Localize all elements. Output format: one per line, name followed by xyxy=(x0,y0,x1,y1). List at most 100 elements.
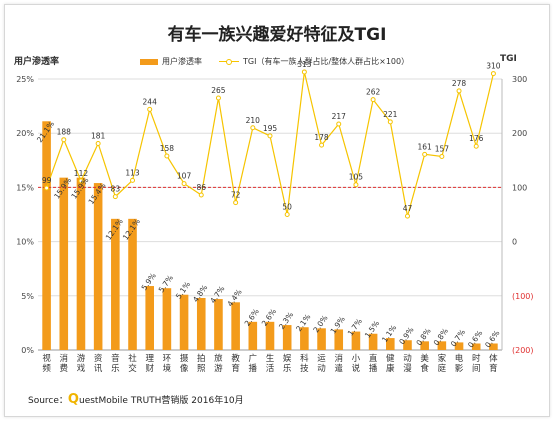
legend-line-label: TGI（有车一族人群占比/整体人群占比×100） xyxy=(243,57,410,66)
bar xyxy=(248,321,258,350)
questmobile-logo-q: Q xyxy=(67,392,79,407)
bar xyxy=(93,183,103,350)
bar-data-label: 0.8% xyxy=(432,327,450,348)
bar xyxy=(162,288,172,350)
tgi-data-label: 105 xyxy=(349,173,364,182)
tgi-data-label: 158 xyxy=(160,144,175,153)
tgi-point xyxy=(456,88,462,94)
tgi-data-label: 217 xyxy=(332,112,347,121)
bar xyxy=(351,331,361,350)
bar-data-label: 1.1% xyxy=(380,323,398,344)
right-tick-label: 100 xyxy=(512,183,527,192)
bar-data-label: 4.8% xyxy=(191,283,209,304)
bar xyxy=(300,327,309,350)
bar xyxy=(386,338,395,350)
bar-data-label: 5.7% xyxy=(157,273,175,294)
category-label: 娱乐 xyxy=(283,354,292,374)
tgi-point xyxy=(250,125,256,131)
bar xyxy=(334,329,344,350)
category-label: 摄像 xyxy=(180,353,189,374)
category-label: 电影 xyxy=(455,353,464,374)
tgi-point xyxy=(78,178,84,184)
bar-data-label: 2.3% xyxy=(277,310,295,331)
right-tick-label: (200) xyxy=(512,346,534,355)
tgi-data-label: 176 xyxy=(469,134,484,143)
source-text: uestMobile TRUTH营销版 2016年10月 xyxy=(78,396,244,406)
tgi-point xyxy=(490,71,496,77)
category-label: 生活 xyxy=(266,353,275,374)
bar-data-label: 2.6% xyxy=(260,307,278,328)
tgi-data-label: 157 xyxy=(435,145,450,154)
tgi-point xyxy=(439,154,445,160)
tgi-point xyxy=(95,140,101,146)
tgi-data-label: 265 xyxy=(211,86,226,95)
tgi-point xyxy=(301,69,307,75)
category-label: 旅游 xyxy=(214,353,223,374)
category-label: 直播 xyxy=(369,353,378,374)
bar xyxy=(454,342,464,350)
category-label: 社交 xyxy=(128,353,137,374)
bar-data-label: 0.7% xyxy=(449,328,467,349)
category-label: 游戏 xyxy=(77,353,86,374)
tgi-data-label: 50 xyxy=(282,203,292,212)
right-tick-label: 0 xyxy=(512,238,517,247)
bar-data-label: 2.6% xyxy=(243,307,261,328)
tgi-data-label: 188 xyxy=(57,128,72,137)
category-label: 运动 xyxy=(317,354,326,374)
category-label: 家庭 xyxy=(438,353,447,374)
bar xyxy=(437,341,447,350)
bar-data-label: 4.7% xyxy=(208,284,226,305)
tgi-point xyxy=(181,181,187,187)
bar xyxy=(420,341,429,350)
chart-title: 有车一族兴趣爱好特征及TGI xyxy=(167,25,387,45)
bar xyxy=(368,333,378,350)
tgi-data-label: 178 xyxy=(314,133,329,142)
tgi-point xyxy=(353,182,359,188)
tgi-data-label: 86 xyxy=(196,183,206,192)
bar-data-label: 1.5% xyxy=(363,319,381,340)
category-label: 资讯 xyxy=(94,353,103,374)
left-axis-label: 用户渗透率 xyxy=(14,57,60,67)
tgi-data-label: 47 xyxy=(403,204,413,213)
tgi-data-label: 107 xyxy=(177,172,192,181)
tgi-data-label: 278 xyxy=(452,79,467,88)
category-label: 小说 xyxy=(352,353,361,374)
tgi-point xyxy=(267,133,273,139)
right-axis-label: TGI xyxy=(500,54,517,64)
bar xyxy=(489,343,498,350)
category-label: 拍照 xyxy=(197,353,206,374)
tgi-data-label: 161 xyxy=(418,142,433,151)
bar-data-label: 0.6% xyxy=(483,329,501,350)
left-tick-label: 5% xyxy=(21,292,34,301)
left-tick-label: 20% xyxy=(16,129,34,138)
bar-data-label: 1.7% xyxy=(346,317,364,338)
category-label: 消遣 xyxy=(334,353,343,374)
tgi-data-label: 112 xyxy=(74,169,89,178)
right-tick-label: 300 xyxy=(512,75,527,84)
bar-data-label: 1.9% xyxy=(329,315,347,336)
left-tick-label: 25% xyxy=(16,75,34,84)
tgi-point xyxy=(233,200,239,206)
category-label: 环境 xyxy=(163,354,172,374)
tgi-point xyxy=(319,142,325,148)
category-label: 理财 xyxy=(145,354,154,374)
tgi-data-label: 221 xyxy=(383,110,398,119)
bar-data-label: 2.0% xyxy=(311,313,329,334)
tgi-data-label: 210 xyxy=(246,116,261,125)
legend-bar-swatch xyxy=(140,59,158,65)
tgi-point xyxy=(336,121,342,127)
bar xyxy=(76,177,86,350)
bar xyxy=(145,286,154,350)
tgi-point xyxy=(422,151,428,157)
tgi-data-label: 72 xyxy=(231,191,241,200)
category-label: 动漫 xyxy=(403,353,412,374)
tgi-data-label: 313 xyxy=(297,60,312,69)
tgi-point xyxy=(164,153,170,159)
tgi-data-label: 310 xyxy=(486,62,501,71)
tgi-point xyxy=(284,212,290,217)
bar-data-label: 4.4% xyxy=(225,287,243,308)
bar-data-label: 5.9% xyxy=(140,271,158,292)
left-tick-label: 0% xyxy=(21,346,34,355)
bar xyxy=(196,297,206,350)
